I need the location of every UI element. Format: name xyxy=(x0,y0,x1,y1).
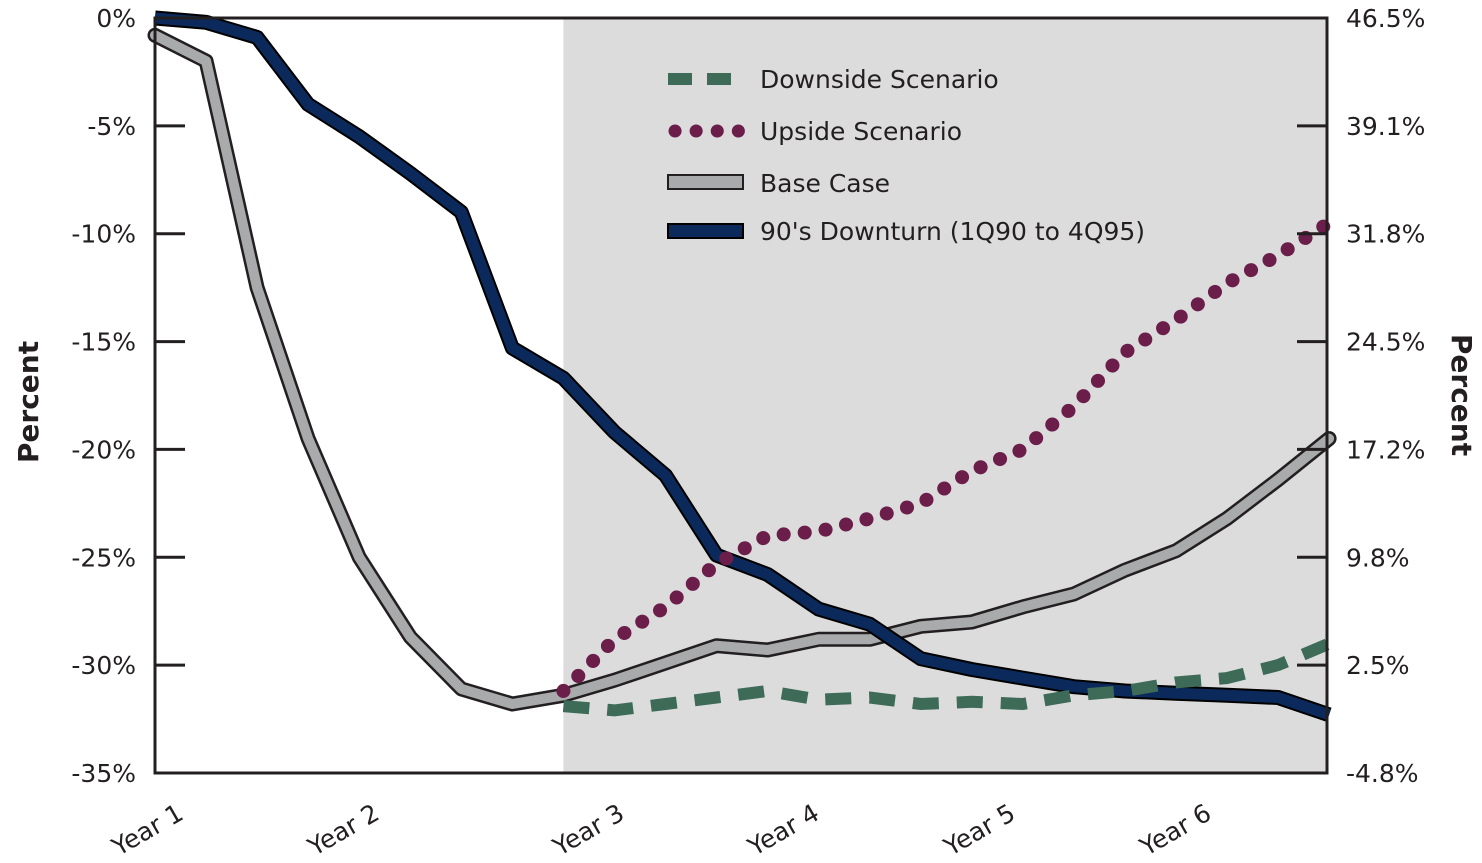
legend-label-upside: Upside Scenario xyxy=(760,117,962,146)
y-right-tick-label: 39.1% xyxy=(1346,112,1425,141)
y-right-tick-label: 17.2% xyxy=(1346,435,1425,464)
legend-label-base: Base Case xyxy=(760,169,890,198)
x-tick-label: Year 5 xyxy=(938,798,1020,862)
legend-swatch-downturn xyxy=(667,223,744,239)
y-right-axis-title: Percent xyxy=(1445,334,1478,456)
y-left-axis-title: Percent xyxy=(12,341,45,463)
y-left-tick-label: 0% xyxy=(96,4,136,33)
x-tick-label: Year 4 xyxy=(742,798,824,862)
y-left-tick-label: -5% xyxy=(87,112,136,141)
x-tick-label: Year 3 xyxy=(547,798,629,862)
y-right-tick-label: -4.8% xyxy=(1346,759,1419,788)
y-left-tick-label: -15% xyxy=(71,328,136,357)
plot-frame xyxy=(153,16,1329,775)
ticks-layer xyxy=(155,124,1327,667)
y-left-tick-label: -25% xyxy=(71,543,136,572)
legend-label-downturn: 90's Downturn (1Q90 to 4Q95) xyxy=(760,217,1145,246)
y-left-tick-label: -20% xyxy=(71,435,136,464)
y-right-tick-label: 2.5% xyxy=(1346,651,1410,680)
series-line-upside-scenario xyxy=(556,215,1337,698)
x-tick-label: Year 1 xyxy=(106,798,188,862)
legend-label-downside: Downside Scenario xyxy=(760,65,999,94)
y-left-tick-label: -30% xyxy=(71,651,136,680)
legend: Downside Scenario Upside Scenario Base C… xyxy=(667,65,1145,246)
x-tick-label: Year 6 xyxy=(1134,798,1216,862)
y-right-tick-label: 24.5% xyxy=(1346,328,1425,357)
series-layer xyxy=(147,10,1337,722)
series-line-base-case xyxy=(150,30,1335,709)
y-right-tick-label: 46.5% xyxy=(1346,4,1425,33)
y-left-tick-label: -35% xyxy=(71,759,136,788)
y-left-tick-label: -10% xyxy=(71,220,136,249)
x-tick-label: Year 2 xyxy=(302,798,384,862)
legend-swatch-base xyxy=(667,174,744,190)
y-right-tick-label: 9.8% xyxy=(1346,543,1410,572)
y-right-tick-label: 31.8% xyxy=(1346,220,1425,249)
